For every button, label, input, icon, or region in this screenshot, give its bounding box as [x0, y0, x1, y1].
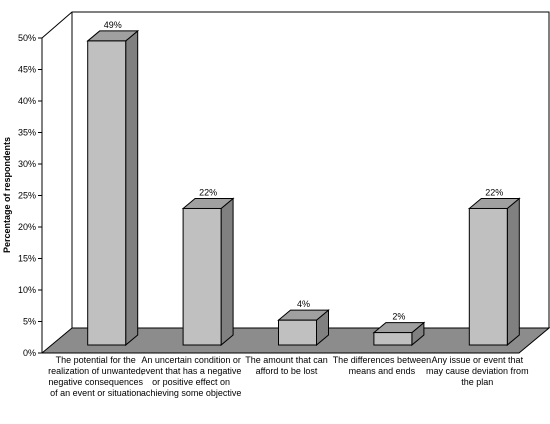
y-tick-label: 0%	[23, 348, 36, 358]
y-axis: 0% 5% 10% 15% 20% 25% 30% 35% 40% 45% 50%	[18, 33, 42, 358]
bar-front	[87, 40, 127, 346]
y-tick-label: 50%	[18, 33, 36, 43]
bar-side	[220, 197, 234, 347]
data-label: 22%	[199, 187, 217, 197]
data-label: 22%	[485, 187, 503, 197]
x-tick-label: An uncertain condition or event that has…	[140, 355, 242, 398]
y-tick-label: 15%	[18, 254, 36, 264]
y-axis-label: Percentage of respondents	[2, 137, 12, 253]
bar	[277, 309, 330, 347]
y-tick-label: 20%	[18, 222, 36, 232]
bar-front	[278, 319, 317, 346]
data-labels: 49% 22% 4% 2% 22%	[104, 20, 504, 322]
bar-front	[468, 207, 508, 346]
y-tick-label: 30%	[18, 159, 36, 169]
x-tick-label: Any issue or event that may cause deviat…	[426, 355, 529, 387]
data-label: 4%	[297, 299, 310, 309]
x-tick-label: The potential for the realization of unw…	[48, 355, 144, 398]
bar-front	[182, 207, 222, 346]
y-tick-label: 35%	[18, 128, 36, 138]
data-label: 49%	[104, 20, 122, 30]
y-tick-label: 10%	[18, 285, 36, 295]
y-tick-label: 40%	[18, 96, 36, 106]
y-tick-label: 25%	[18, 191, 36, 201]
bar	[467, 197, 521, 347]
y-tick-label: 45%	[18, 65, 36, 75]
bars	[86, 29, 521, 347]
back-wall-frame	[41, 11, 550, 328]
bar	[372, 321, 426, 347]
bar-side	[125, 29, 139, 347]
bar	[181, 197, 235, 347]
bar-side	[506, 197, 520, 347]
x-tick-label: The differences between means and ends	[332, 355, 432, 376]
x-tick-label: The amount that can afford to be lost	[245, 355, 328, 376]
bar	[86, 29, 140, 347]
data-label: 2%	[392, 312, 405, 322]
bar-front	[373, 332, 413, 346]
y-tick-label: 5%	[23, 317, 36, 327]
